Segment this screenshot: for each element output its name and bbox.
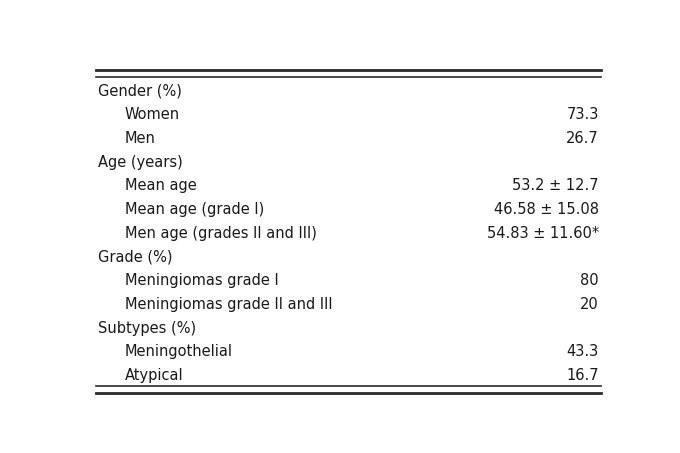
Text: Men: Men — [124, 131, 156, 146]
Text: 73.3: 73.3 — [566, 107, 599, 122]
Text: 20: 20 — [580, 297, 599, 312]
Text: 80: 80 — [580, 273, 599, 288]
Text: 26.7: 26.7 — [566, 131, 599, 146]
Text: Meningiomas grade II and III: Meningiomas grade II and III — [124, 297, 332, 312]
Text: 46.58 ± 15.08: 46.58 ± 15.08 — [494, 202, 599, 217]
Text: Women: Women — [124, 107, 180, 122]
Text: Men age (grades II and III): Men age (grades II and III) — [124, 226, 316, 241]
Text: 54.83 ± 11.60*: 54.83 ± 11.60* — [487, 226, 599, 241]
Text: 43.3: 43.3 — [566, 344, 599, 359]
Text: Age (years): Age (years) — [98, 154, 183, 169]
Text: Meningothelial: Meningothelial — [124, 344, 233, 359]
Text: Grade (%): Grade (%) — [98, 250, 173, 265]
Text: Subtypes (%): Subtypes (%) — [98, 321, 197, 336]
Text: Mean age: Mean age — [124, 178, 197, 193]
Text: 16.7: 16.7 — [566, 368, 599, 383]
Text: 53.2 ± 12.7: 53.2 ± 12.7 — [512, 178, 599, 193]
Text: Gender (%): Gender (%) — [98, 83, 182, 98]
Text: Atypical: Atypical — [124, 368, 183, 383]
Text: Mean age (grade I): Mean age (grade I) — [124, 202, 264, 217]
Text: Meningiomas grade I: Meningiomas grade I — [124, 273, 278, 288]
